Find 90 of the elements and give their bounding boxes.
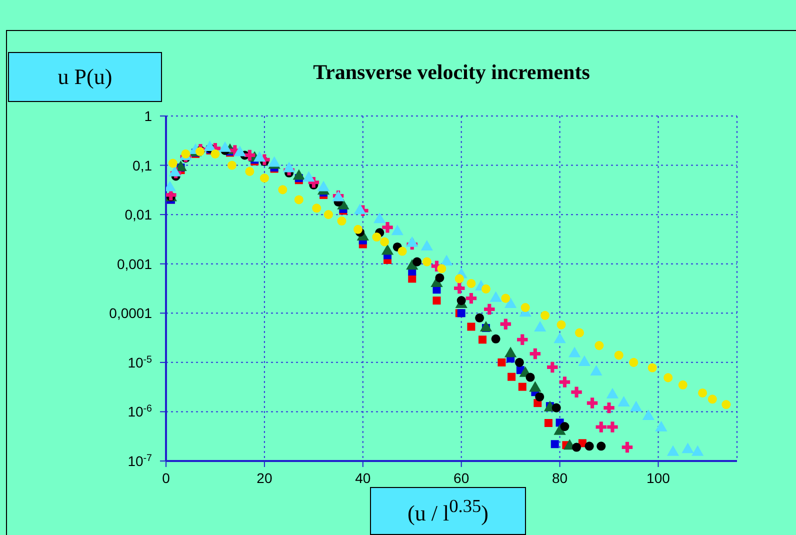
point <box>508 372 516 381</box>
point <box>614 350 624 360</box>
point <box>422 257 432 266</box>
point <box>604 402 614 414</box>
point <box>491 334 500 344</box>
point <box>544 419 552 428</box>
point <box>374 212 386 224</box>
point <box>454 274 464 284</box>
y-tick-label: 10$^{-6}$ <box>128 403 153 420</box>
point <box>501 294 510 303</box>
point <box>547 362 558 373</box>
point <box>294 195 304 204</box>
point <box>500 318 512 330</box>
point <box>584 442 594 451</box>
point <box>550 440 559 448</box>
point <box>168 158 178 168</box>
point <box>302 171 315 182</box>
point <box>210 149 220 158</box>
point <box>432 296 441 305</box>
point <box>664 373 673 382</box>
point <box>596 422 607 432</box>
point <box>574 328 584 338</box>
y-axis-title: u P(u) <box>58 64 112 90</box>
point <box>586 398 598 408</box>
y-tick-label: 1 <box>144 108 152 124</box>
point <box>530 348 541 360</box>
point <box>475 313 484 322</box>
x-tick-label: 80 <box>552 470 568 486</box>
point <box>478 336 487 344</box>
point <box>454 282 465 294</box>
x-tick-label: 0 <box>162 470 170 486</box>
point <box>253 151 266 162</box>
point <box>514 358 524 367</box>
point <box>312 204 322 213</box>
point <box>244 150 256 161</box>
point <box>498 358 506 366</box>
point <box>520 303 530 312</box>
x-tick-label: 60 <box>454 470 470 486</box>
point <box>398 246 407 256</box>
point <box>412 257 422 266</box>
y-tick-label: 0,01 <box>124 206 152 223</box>
point <box>648 363 657 372</box>
point <box>596 442 606 451</box>
point <box>437 264 446 274</box>
point <box>629 358 638 367</box>
point <box>678 380 688 390</box>
point <box>456 296 466 306</box>
point <box>622 442 633 453</box>
point <box>227 160 236 170</box>
point <box>245 166 254 176</box>
point <box>481 284 490 294</box>
point <box>372 232 382 242</box>
point <box>526 372 535 382</box>
point <box>518 382 526 391</box>
point <box>559 376 570 388</box>
y-tick-label: 10$^{-7}$ <box>128 452 152 469</box>
point <box>466 278 476 288</box>
point <box>324 210 333 220</box>
point <box>722 400 731 410</box>
chart-title: Transverse velocity increments <box>312 60 591 85</box>
point <box>435 273 444 282</box>
point <box>572 442 582 452</box>
y-tick-label: 0,001 <box>116 256 152 272</box>
point <box>517 334 528 346</box>
point <box>278 185 288 194</box>
point <box>535 392 544 402</box>
x-tick-label: 40 <box>355 470 371 486</box>
point <box>260 174 269 183</box>
point <box>552 403 561 412</box>
point <box>556 320 566 330</box>
point <box>594 341 604 350</box>
x-tick-label: 20 <box>256 470 272 486</box>
point <box>698 388 708 398</box>
point <box>380 237 390 246</box>
x-tick-label: 100 <box>646 470 670 486</box>
y-tick-label: 0,0001 <box>109 305 152 322</box>
point <box>708 394 717 404</box>
y-tick-label: 0,1 <box>132 157 152 174</box>
point <box>353 224 362 234</box>
point <box>540 310 550 320</box>
point <box>560 422 570 432</box>
point <box>382 222 393 233</box>
point <box>607 422 618 432</box>
x-axis-title: (u / l$^{0.35}$) <box>408 496 488 526</box>
point <box>484 304 495 315</box>
point <box>571 386 582 398</box>
y-tick-label: 10$^{-5}$ <box>128 354 153 370</box>
point <box>466 292 477 304</box>
point <box>467 322 476 331</box>
point <box>337 216 346 226</box>
